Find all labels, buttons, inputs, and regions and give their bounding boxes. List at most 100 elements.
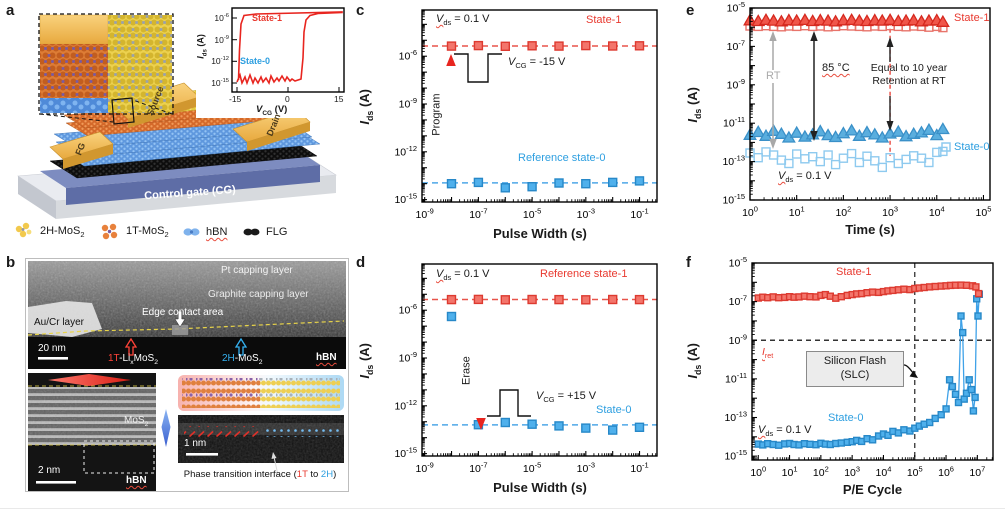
svg-text:101: 101 [789,205,805,220]
svg-text:105: 105 [976,205,992,220]
svg-text:10-5: 10-5 [523,461,541,476]
svg-text:10-1: 10-1 [630,461,648,476]
d-ylabel: Ids (A) [357,343,375,379]
inset-ylabel: Ids (A) [195,34,209,59]
silicon-flash-box: Silicon Flash (SLC) [806,351,904,387]
legend-label-2h: 2H-MoS2 [40,224,85,240]
phase-transition-caption: Phase transition interface (1T to 2H) [183,469,337,480]
2h-mos2-label: 2H-MoS2 [222,353,263,366]
panel-d: d 10-9 10-7 10-5 10-3 10-1 10-15 10-12 10-9 10-6… [350,252,680,508]
svg-text:10-7: 10-7 [729,294,747,309]
panel-c: c 10-9 10-7 10-5 10-3 10-1 10-15 10-12 10-9 10-6… [350,0,680,252]
svg-text:104: 104 [929,205,945,220]
panel-d-label: d [356,254,366,271]
svg-text:101: 101 [782,465,798,480]
f-ylabel: Ids (A) [685,343,703,379]
svg-text:10-9: 10-9 [729,332,747,347]
vds-label: Vds = 0.1 V [436,268,490,283]
iret-label: Iret [762,346,774,361]
svg-text:103: 103 [844,465,860,480]
svg-text:102: 102 [835,205,851,220]
svg-text:103: 103 [882,205,898,220]
edge-contact-label: Edge contact area [142,307,224,318]
svg-text:10-12: 10-12 [394,144,417,159]
scalebar-20nm-label: 20 nm [38,343,66,354]
svg-text:10-13: 10-13 [724,410,747,425]
panel-e: e 100 101 102 103 104 105 10-15 10-13 10-11 10-9 1… [680,0,1005,252]
scalebar-1nm-label: 1 nm [184,438,207,449]
svg-text:10-15: 10-15 [394,192,417,207]
chart-endurance-pe-cycle: 100 101 102 103 104 105 106 107 10-15 10-13 10-11 1… [680,252,1005,508]
mos2-label: MoS2 [124,415,149,428]
1t-mos2-icon [101,223,118,240]
state0-label: State-0 [828,412,864,424]
svg-text:100: 100 [750,465,766,480]
svg-text:10-3: 10-3 [577,461,595,476]
inset-state1-label: State-1 [252,13,283,23]
chart-program-pulse-width: 10-9 10-7 10-5 10-3 10-1 10-15 10-12 10-9 10-6 [350,0,680,252]
inset-state0-label: State-0 [240,56,271,66]
hbn-top-label: hBN [316,352,337,363]
aucr-label: Au/Cr layer [34,317,85,328]
legend-label-hbn: hBN [206,226,228,238]
svg-text:10-12: 10-12 [394,398,417,413]
vds-label: Vds = 0.1 V [436,13,490,28]
state1-label: State-1 [836,266,872,278]
d-xlabel: Pulse Width (s) [493,480,587,495]
chart-erase-pulse-width: 10-9 10-7 10-5 10-3 10-1 10-15 10-12 10-9 10-6 [350,252,680,508]
transition-arrow-icon [161,409,171,447]
svg-text:10-11: 10-11 [725,371,747,386]
state1-label: State-1 [954,12,990,24]
panel-b-label: b [6,254,16,271]
panel-a: a [0,0,350,252]
device-schematic [17,13,337,219]
legend-item-2h: 2H-MoS2 [12,219,85,245]
panel-c-label: c [356,2,365,19]
chart-retention-time: 100 101 102 103 104 105 10-15 10-13 10-11 10-9 10-… [680,0,1005,252]
1t-lixmos2-label: 1T-LixMoS2 [108,353,158,366]
vds-label: Vds = 0.1 V [778,170,832,185]
f-xlabel: P/E Cycle [842,482,903,497]
svg-text:107: 107 [969,465,985,480]
svg-text:10-7: 10-7 [469,461,487,476]
state0-label: State-0 [596,404,632,416]
legend-item-flg: FLG [240,219,287,245]
svg-text:10-6: 10-6 [399,302,417,317]
graphite-capping-label: Graphite capping layer [208,289,309,300]
zoom-inset-box [38,13,174,125]
tem-hrtem-stack [28,373,156,491]
inset-xtick: -15 [229,94,242,104]
e-xlabel: Time (s) [845,222,895,237]
control-gate-front [66,165,320,205]
svg-text:10-5: 10-5 [523,207,541,222]
vds-label: Vds = 0.1 V [758,424,812,439]
reference-state1-label: Reference state-1 [540,268,628,280]
retention-note: Equal to 10 year Retention at RT [870,62,948,87]
svg-text:10-9: 10-9 [399,350,417,365]
svg-text:10-9: 10-9 [727,77,745,92]
inset-xtick: 15 [334,94,344,104]
legend-label-1t: 1T-MoS2 [126,224,169,240]
panel-b: b [0,252,350,508]
vcg-label: VCG = -15 V [508,56,566,71]
panel-a-label: a [6,2,15,19]
state0-label: State-0 [954,141,990,153]
flg-icon [243,228,260,236]
drain-electrode-front [247,122,310,151]
svg-text:10-7: 10-7 [469,207,487,222]
legend-item-hbn: hBN [180,219,227,245]
svg-text:10-15: 10-15 [394,446,417,461]
svg-text:10-15: 10-15 [722,192,745,207]
svg-text:10-5: 10-5 [727,0,745,15]
inset-xlabel: VCG (V) [256,104,288,117]
svg-text:102: 102 [813,465,829,480]
svg-text:10-9: 10-9 [399,96,417,111]
panel-f: f 100 101 102 103 104 105 106 107 10-15 10-13 10-1… [680,252,1005,508]
svg-text:10-15: 10-15 [724,448,747,463]
erase-label: Erase [460,356,473,385]
svg-text:104: 104 [876,465,892,480]
svg-text:10-1: 10-1 [630,207,648,222]
tem-figure: Pt capping layer Graphite capping layer … [25,258,349,492]
vcg-label: VCG = +15 V [536,390,597,405]
